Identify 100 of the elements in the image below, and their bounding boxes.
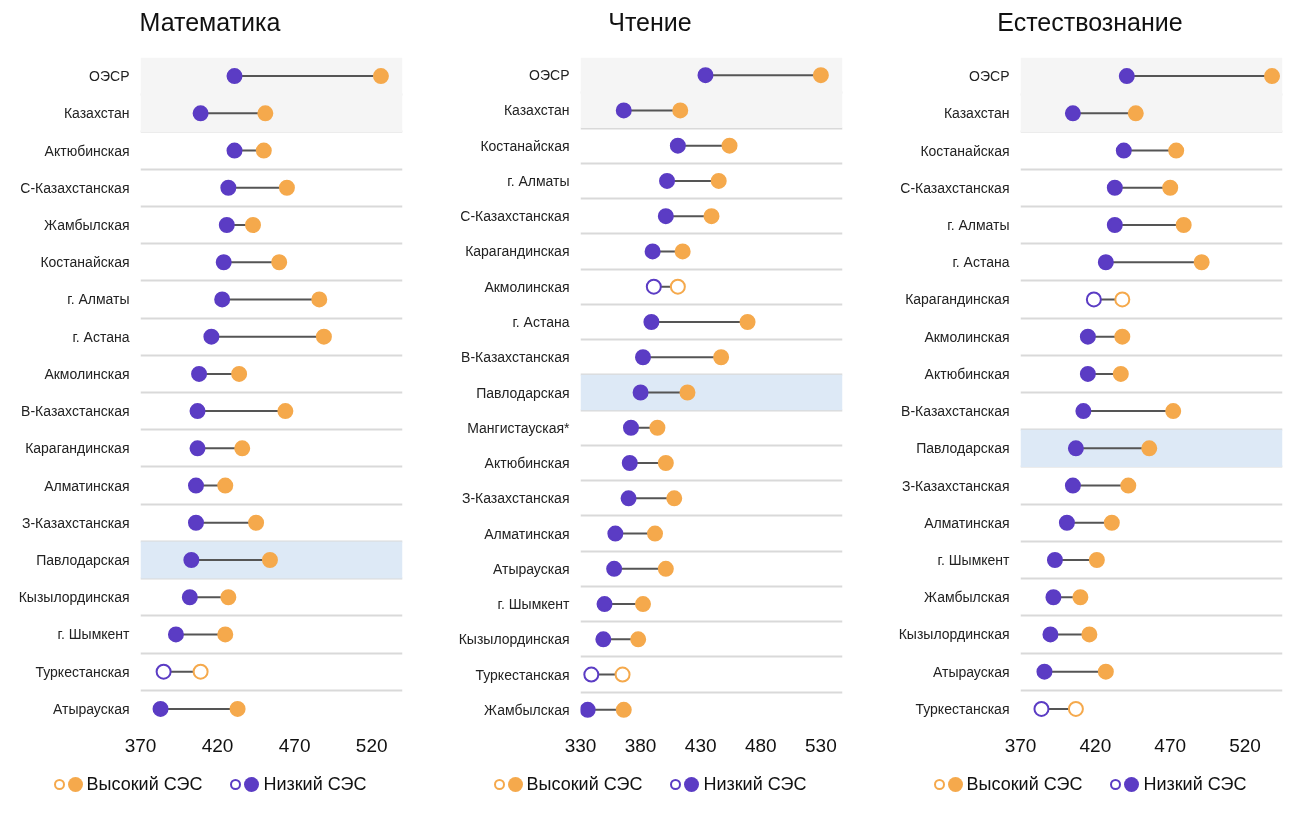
legend-label: Высокий СЭС (966, 773, 1083, 796)
point (647, 525, 664, 542)
y-tick-label: Актюбинская (484, 455, 570, 472)
point (271, 254, 288, 271)
point (635, 349, 651, 366)
point (311, 291, 328, 308)
point (657, 455, 674, 472)
point (220, 179, 237, 196)
point (1033, 700, 1050, 717)
x-tick-label: 520 (355, 734, 388, 756)
y-tick-label: Жамбылская (44, 217, 130, 233)
point (644, 243, 661, 260)
point (217, 626, 234, 643)
y-tick-label: г. Астана (952, 254, 1010, 271)
point (234, 440, 251, 457)
point (630, 631, 647, 648)
point (183, 552, 200, 568)
point (1036, 663, 1053, 680)
point (666, 490, 683, 507)
point (218, 217, 235, 233)
point (167, 626, 184, 643)
point (1045, 589, 1062, 606)
y-tick-label: ОЭСР (529, 67, 570, 84)
y-tick-label: Атырауская (492, 560, 570, 577)
x-tick-label: 470 (1154, 734, 1187, 756)
y-tick-label: Павлодарская (916, 440, 1010, 457)
y-tick-label: г. Алматы (947, 217, 1010, 233)
point (1064, 477, 1081, 494)
point (643, 313, 660, 330)
y-tick-label: Кызылординская (458, 631, 570, 648)
point (277, 403, 294, 420)
y-tick-label: Туркестанская (915, 700, 1010, 717)
y-tick-label: З-Казахстанская (461, 490, 570, 507)
y-tick-label: Казахстан (63, 105, 130, 122)
point (203, 328, 220, 345)
point (1067, 440, 1084, 457)
y-tick-label: Жамбылская (484, 701, 570, 718)
point (615, 102, 632, 119)
y-tick-label: Туркестанская (35, 663, 130, 680)
point (1168, 142, 1185, 159)
point (261, 552, 278, 568)
point (721, 137, 738, 154)
point (1085, 291, 1102, 308)
x-tick-label: 470 (278, 734, 311, 756)
y-tick-label: Мангистауская* (467, 419, 571, 436)
point (1046, 552, 1063, 568)
x-tick-label: 430 (684, 734, 717, 756)
y-tick-label: С-Казахстанская (900, 179, 1010, 196)
y-tick-label: Кызылординская (18, 589, 130, 606)
point (1067, 700, 1084, 717)
point (1058, 514, 1075, 531)
point (739, 313, 756, 330)
y-tick-label: Акмолинская (44, 365, 130, 382)
y-tick-label: З-Казахстанская (901, 477, 1010, 494)
point (672, 102, 689, 119)
legend-label: Низкий СЭС (703, 773, 807, 796)
y-tick-label: г. Астана (72, 328, 130, 345)
point (1097, 254, 1114, 271)
point (679, 384, 696, 401)
y-tick-label: ОЭСР (89, 68, 130, 85)
point (632, 384, 649, 401)
legend-label: Низкий СЭС (263, 773, 367, 796)
x-tick-label: 370 (124, 734, 157, 756)
point (217, 477, 234, 494)
chart-title: Естествознание (997, 7, 1183, 38)
y-tick-label: С-Казахстанская (20, 179, 130, 196)
point (214, 291, 231, 308)
y-tick-label: Павлодарская (36, 552, 130, 568)
point (187, 514, 204, 531)
point (674, 243, 691, 260)
point (1064, 105, 1081, 122)
point (1120, 477, 1137, 494)
y-tick-label: Атырауская (52, 700, 130, 717)
chart-title: Математика (139, 7, 281, 38)
point (226, 142, 243, 159)
point (1118, 68, 1135, 85)
point (1165, 403, 1182, 420)
legend-label: Высокий СЭС (86, 773, 203, 796)
y-tick-label: г. Шымкент (937, 552, 1011, 568)
point (1106, 217, 1123, 233)
point (812, 67, 829, 84)
y-tick-label: г. Шымкент (57, 626, 131, 643)
point (189, 403, 206, 420)
point (596, 596, 613, 613)
chart-title: Чтение (608, 7, 692, 38)
y-tick-label: Костанайская (480, 137, 570, 154)
point (245, 217, 262, 233)
point (220, 589, 237, 606)
y-tick-label: г. Шымкент (497, 596, 571, 613)
y-tick-label: Акмолинская (924, 328, 1010, 345)
point (669, 137, 686, 154)
y-tick-label: Карагандинская (465, 243, 570, 260)
y-tick-label: Карагандинская (905, 291, 1010, 308)
point (192, 663, 209, 680)
y-tick-label: Жамбылская (924, 589, 1010, 606)
y-tick-label: Актюбинская (924, 365, 1010, 382)
point (1097, 663, 1114, 680)
y-tick-label: Костанайская (40, 254, 130, 271)
y-tick-label: В-Казахстанская (21, 403, 130, 420)
y-tick-label: С-Казахстанская (460, 208, 570, 225)
